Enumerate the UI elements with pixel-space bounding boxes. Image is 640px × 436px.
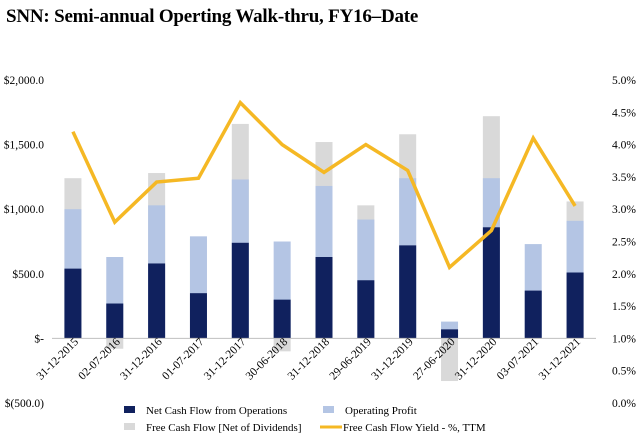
bar-net-cash-flow-from-operations-7 [315, 257, 333, 339]
bar-net-cash-flow-from-operations-3 [148, 263, 166, 339]
line-layer [71, 99, 577, 271]
x-tick-label: 31-12-2021 [537, 336, 584, 383]
y-tick-label: $2,000.0 [4, 74, 45, 87]
y-tick-label: $1,500.0 [4, 139, 45, 152]
x-tick-label: 29-06-2019 [328, 336, 375, 383]
legend-label-net-cash-flow: Net Cash Flow from Operations [146, 405, 287, 417]
bar-net-cash-flow-from-operations-6 [273, 299, 291, 339]
x-tick-label: 02-07-2016 [76, 336, 123, 383]
legend-swatch-net-cash-flow [124, 406, 135, 413]
bar-free-cash-flow-net-of-dividends-2 [106, 338, 124, 349]
x-tick-label: 03-07-2021 [495, 336, 542, 383]
x-axis-labels: 31-12-201502-07-201631-12-201601-07-2017… [35, 336, 584, 383]
legend-label-fcf-yield: Free Cash Flow Yield - %, TTM [343, 422, 486, 434]
y2-tick-label: 2.5% [612, 237, 636, 249]
y2-tick-label: 4.0% [612, 140, 636, 152]
y-tick-label: $1,000.0 [4, 203, 45, 216]
legend: Net Cash Flow from Operations Operating … [124, 405, 486, 434]
bar-free-cash-flow-net-of-dividends-10 [441, 338, 459, 382]
bar-net-cash-flow-from-operations-9 [399, 245, 417, 339]
x-tick-label: 31-12-2020 [453, 336, 500, 383]
chart-title: SNN: Semi-annual Operting Walk-thru, FY1… [6, 6, 419, 27]
bar-net-cash-flow-from-operations-12 [524, 290, 542, 339]
y2-tick-label: 4.5% [612, 107, 636, 119]
y2-tick-label: 3.5% [612, 172, 636, 184]
y-axis-right: 0.0% 0.5% 1.0% 1.5% 2.0% 2.5% 3.0% 3.5% 4.0% 4.5%… [612, 75, 636, 410]
x-tick-label: 31-12-2016 [118, 336, 165, 383]
y-axis-left: $(500.0) $- $500.0 $1,000.0 $1,500.0 $2,000.0 [4, 74, 45, 410]
x-tick-label: 31-12-2018 [286, 336, 333, 383]
bars-layer [64, 116, 584, 382]
legend-swatch-operating-profit [323, 406, 334, 413]
bar-net-cash-flow-from-operations-13 [566, 272, 584, 339]
y2-tick-label: 0.5% [612, 366, 636, 378]
y2-tick-label: 1.5% [612, 301, 636, 313]
bar-net-cash-flow-from-operations-10 [441, 329, 459, 339]
y-tick-label: $(500.0) [5, 397, 44, 410]
bar-net-cash-flow-from-operations-2 [106, 303, 124, 339]
x-tick-label: 31-12-2017 [202, 336, 249, 383]
bar-net-cash-flow-from-operations-1 [64, 268, 82, 339]
y2-tick-label: 3.0% [612, 204, 636, 216]
x-tick-label: 01-07-2017 [160, 336, 207, 383]
x-tick-label: 31-12-2019 [369, 336, 416, 383]
bar-net-cash-flow-from-operations-8 [357, 280, 375, 339]
bar-free-cash-flow-net-of-dividends-6 [273, 338, 291, 352]
y2-tick-label: 1.0% [612, 333, 636, 345]
legend-label-free-cash-flow: Free Cash Flow [Net of Dividends] [146, 422, 302, 434]
y2-tick-label: 5.0% [612, 75, 636, 87]
y2-tick-label: 0.0% [612, 398, 636, 410]
bar-net-cash-flow-from-operations-11 [482, 227, 500, 339]
x-tick-label: 30-06-2018 [244, 336, 291, 383]
y-tick-label: $500.0 [12, 268, 44, 281]
bar-net-cash-flow-from-operations-4 [189, 293, 207, 339]
bar-net-cash-flow-from-operations-5 [231, 242, 249, 339]
legend-label-operating-profit: Operating Profit [345, 405, 417, 417]
y-tick-label: $- [34, 332, 44, 345]
y2-tick-label: 2.0% [612, 269, 636, 281]
legend-swatch-free-cash-flow [124, 423, 135, 430]
